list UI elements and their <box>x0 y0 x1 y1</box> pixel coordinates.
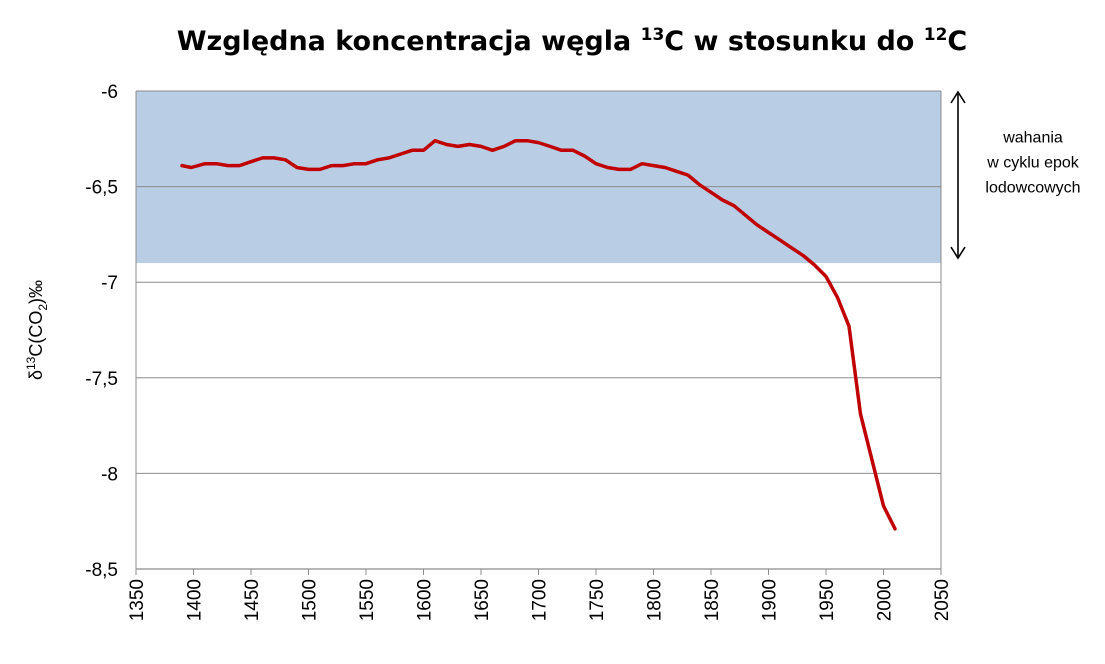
x-tick-label: 1950 <box>817 579 838 621</box>
y-tick-label: -8,5 <box>85 560 118 581</box>
x-tick-label: 1800 <box>645 579 666 621</box>
x-tick-label: 1850 <box>702 579 723 621</box>
y-tick-label: -7,5 <box>85 369 118 390</box>
arrow-up-icon <box>950 90 966 104</box>
x-tick-label: 1550 <box>357 579 378 621</box>
x-tick-label: 1900 <box>760 579 781 621</box>
band-annotation-line: lodowcowych <box>985 180 1080 197</box>
band-annotation-line: w cyklu epok <box>986 155 1080 172</box>
line-layer <box>180 138 897 531</box>
x-tick-label: 1600 <box>415 579 436 621</box>
y-tick-label: -8 <box>101 464 118 485</box>
axis-layer: -6 -6,5 -7 -7,5 -8 -8,5 1350 1400 1450 1500 1550 16… <box>85 82 953 621</box>
y-tick-label: -6 <box>101 82 118 103</box>
band-layer <box>136 91 941 264</box>
y-tick-label: -7 <box>101 273 118 294</box>
x-tick-label: 1650 <box>472 579 493 621</box>
grid-layer <box>136 90 941 474</box>
y-tick-label: -6,5 <box>85 178 118 199</box>
x-tick-label: 1500 <box>300 579 321 621</box>
arrow-down-icon <box>950 246 966 260</box>
x-tick-label: 1450 <box>242 579 263 621</box>
x-tick-label: 1750 <box>587 579 608 621</box>
x-tick-label: 2050 <box>932 579 953 621</box>
x-tick-label: 1400 <box>185 579 206 621</box>
x-tick-label: 1700 <box>530 579 551 621</box>
series-line <box>180 138 897 531</box>
glacial-cycle-band <box>136 91 941 264</box>
x-tick-label: 1350 <box>127 579 148 621</box>
band-annotation-line: wahania <box>1002 130 1063 147</box>
annotation-layer: wahania w cyklu epok lodowcowych <box>950 90 1081 260</box>
chart-title: Względna koncentracja węgla 13C w stosun… <box>177 25 968 57</box>
x-tick-label: 2000 <box>875 579 896 621</box>
y-axis-label: δ13C(CO2)‰ <box>24 280 50 380</box>
